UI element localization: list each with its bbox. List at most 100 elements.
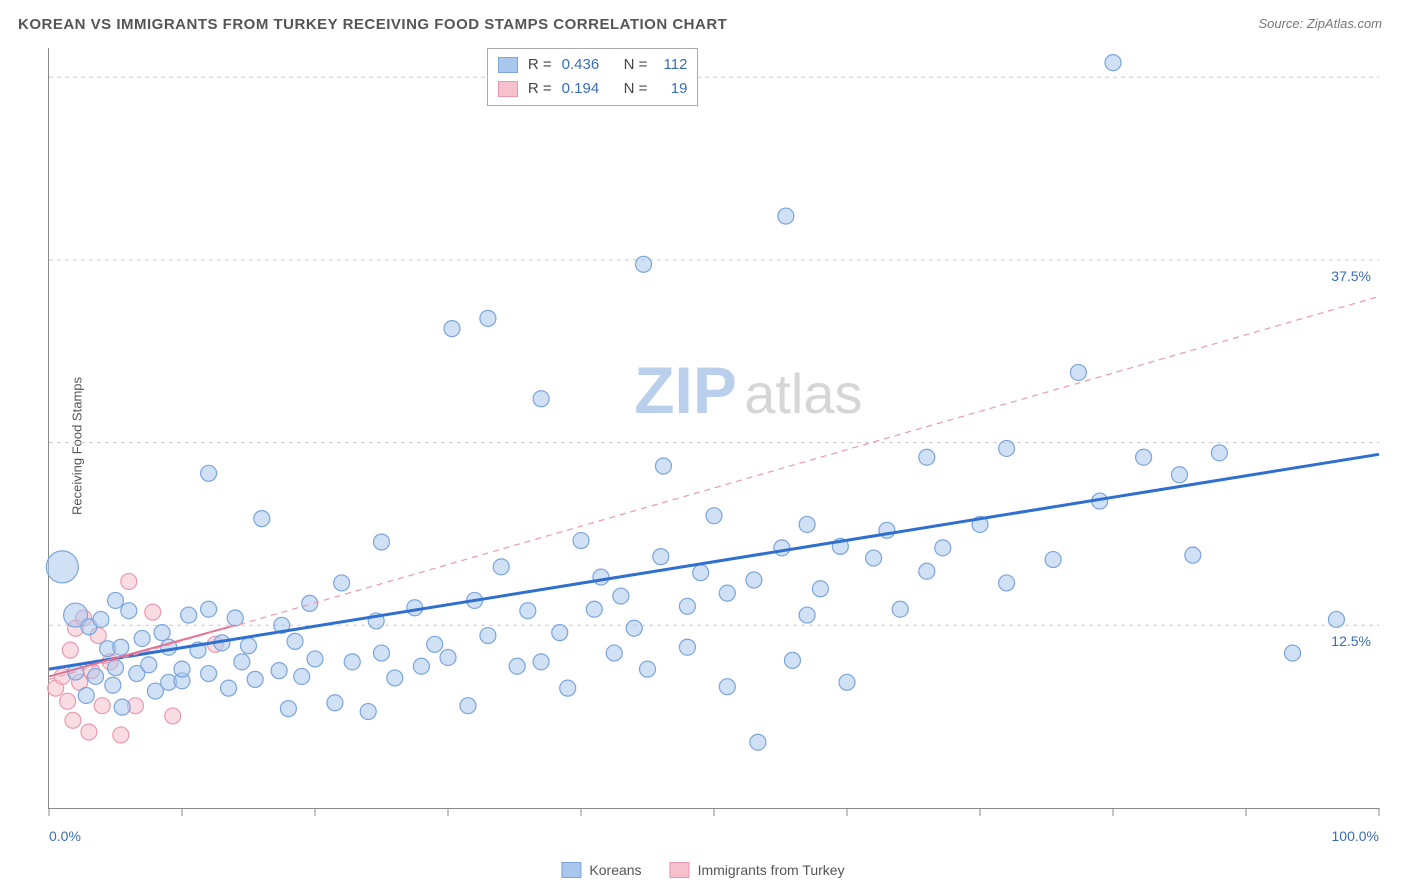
scatter-point: [427, 636, 443, 652]
scatter-point: [719, 679, 735, 695]
scatter-plot-area: ZIPatlas12.5%37.5%0.0%100.0%: [48, 48, 1379, 809]
scatter-point: [1185, 547, 1201, 563]
stats-n-value: 19: [657, 77, 687, 101]
legend-swatch-koreans: [561, 862, 581, 878]
legend: Koreans Immigrants from Turkey: [561, 862, 844, 878]
stats-n-value: 112: [657, 53, 687, 77]
scatter-point: [480, 310, 496, 326]
stats-swatch: [498, 57, 518, 73]
scatter-point: [999, 575, 1015, 591]
scatter-point: [360, 704, 376, 720]
scatter-point: [1045, 552, 1061, 568]
scatter-point: [533, 391, 549, 407]
scatter-point: [493, 559, 509, 575]
scatter-point: [533, 654, 549, 670]
scatter-point: [181, 607, 197, 623]
stats-n-label: N =: [624, 53, 648, 77]
legend-swatch-turkey: [670, 862, 690, 878]
scatter-point: [784, 652, 800, 668]
x-tick-label-max: 100.0%: [1332, 828, 1379, 844]
scatter-point: [280, 701, 296, 717]
scatter-point: [606, 645, 622, 661]
scatter-point: [1285, 645, 1301, 661]
scatter-point: [1172, 467, 1188, 483]
scatter-point: [593, 569, 609, 585]
scatter-point: [60, 693, 76, 709]
scatter-point: [134, 630, 150, 646]
scatter-point: [573, 533, 589, 549]
scatter-point: [480, 628, 496, 644]
scatter-point: [62, 642, 78, 658]
scatter-point: [640, 661, 656, 677]
trend-line: [49, 454, 1379, 669]
chart-container: KOREAN VS IMMIGRANTS FROM TURKEY RECEIVI…: [0, 0, 1406, 892]
scatter-point: [78, 687, 94, 703]
scatter-point: [679, 598, 695, 614]
scatter-point: [114, 699, 130, 715]
scatter-point: [750, 734, 766, 750]
scatter-point: [287, 633, 303, 649]
scatter-point: [302, 595, 318, 611]
scatter-point: [812, 581, 828, 597]
scatter-point: [81, 724, 97, 740]
scatter-point: [560, 680, 576, 696]
scatter-point: [693, 565, 709, 581]
y-tick-label: 12.5%: [1331, 633, 1371, 649]
y-tick-label: 37.5%: [1331, 268, 1371, 284]
legend-item-turkey: Immigrants from Turkey: [670, 862, 845, 878]
watermark-a: ZIP: [634, 353, 737, 427]
scatter-point: [113, 727, 129, 743]
scatter-point: [866, 550, 882, 566]
scatter-point: [719, 585, 735, 601]
scatter-point: [121, 573, 137, 589]
scatter-point: [374, 534, 390, 550]
scatter-point: [892, 601, 908, 617]
scatter-point: [344, 654, 360, 670]
scatter-point: [636, 256, 652, 272]
scatter-point: [93, 611, 109, 627]
scatter-point: [108, 592, 124, 608]
scatter-point: [108, 660, 124, 676]
scatter-point: [1105, 55, 1121, 71]
scatter-point: [1328, 611, 1344, 627]
scatter-point: [387, 670, 403, 686]
scatter-point: [234, 654, 250, 670]
chart-title: KOREAN VS IMMIGRANTS FROM TURKEY RECEIVI…: [18, 16, 727, 33]
scatter-point: [460, 698, 476, 714]
scatter-point: [746, 572, 762, 588]
scatter-point: [626, 620, 642, 636]
scatter-point: [121, 603, 137, 619]
scatter-point: [165, 708, 181, 724]
stats-r-label: R =: [528, 77, 552, 101]
stats-row: R =0.436N =112: [498, 53, 688, 77]
stats-n-label: N =: [624, 77, 648, 101]
scatter-point: [307, 651, 323, 667]
scatter-point: [241, 638, 257, 654]
scatter-point: [679, 639, 695, 655]
scatter-point: [327, 695, 343, 711]
scatter-point: [935, 540, 951, 556]
scatter-point: [105, 677, 121, 693]
scatter-point: [113, 639, 129, 655]
scatter-point: [440, 649, 456, 665]
scatter-point: [94, 698, 110, 714]
scatter-point: [444, 321, 460, 337]
scatter-point: [1070, 364, 1086, 380]
scatter-point: [201, 601, 217, 617]
scatter-point: [509, 658, 525, 674]
stats-r-label: R =: [528, 53, 552, 77]
scatter-point: [221, 680, 237, 696]
scatter-point: [201, 666, 217, 682]
scatter-point: [141, 657, 157, 673]
scatter-point: [247, 671, 263, 687]
scatter-point: [334, 575, 350, 591]
legend-label-turkey: Immigrants from Turkey: [698, 862, 845, 878]
stats-row: R =0.194N =19: [498, 77, 688, 101]
scatter-point: [201, 465, 217, 481]
scatter-point: [799, 607, 815, 623]
scatter-point: [613, 588, 629, 604]
correlation-stats-box: R =0.436N =112R =0.194N =19: [487, 48, 699, 106]
scatter-point: [706, 508, 722, 524]
scatter-point: [294, 668, 310, 684]
scatter-point: [520, 603, 536, 619]
